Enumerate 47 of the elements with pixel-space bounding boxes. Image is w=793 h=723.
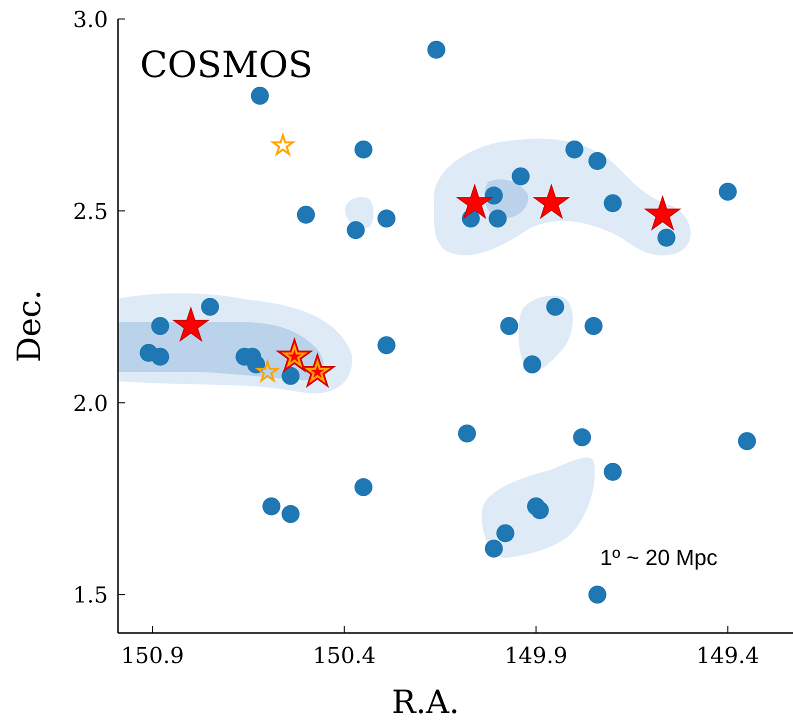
point bbox=[588, 586, 606, 604]
point bbox=[604, 194, 622, 212]
point bbox=[377, 210, 396, 228]
annotation: 1º ~ 20 Mpc bbox=[600, 545, 718, 570]
x-tick-label: 150.9 bbox=[121, 644, 184, 669]
x-axis-title: R.A. bbox=[392, 683, 460, 721]
annotation: COSMOS bbox=[140, 45, 313, 86]
point bbox=[512, 167, 530, 186]
x-tick-label: 150.4 bbox=[312, 644, 376, 669]
point bbox=[500, 317, 518, 335]
point bbox=[488, 210, 507, 228]
point bbox=[377, 336, 396, 354]
point bbox=[738, 432, 756, 450]
point bbox=[151, 348, 170, 366]
x-tick-label: 149.9 bbox=[504, 644, 568, 669]
point bbox=[201, 298, 220, 316]
point bbox=[296, 206, 315, 224]
y-tick-label: 2.5 bbox=[73, 200, 108, 225]
point bbox=[546, 298, 564, 316]
x-tick-label: 149.4 bbox=[696, 644, 760, 669]
point bbox=[458, 424, 476, 442]
point bbox=[247, 355, 266, 374]
point bbox=[250, 86, 269, 105]
point bbox=[565, 140, 584, 158]
point bbox=[718, 182, 737, 201]
y-tick-label: 1.5 bbox=[73, 584, 108, 609]
point bbox=[588, 152, 606, 170]
y-tick-label: 2.0 bbox=[73, 392, 108, 417]
point bbox=[346, 221, 365, 240]
point bbox=[151, 317, 170, 335]
point bbox=[262, 497, 280, 516]
point bbox=[604, 462, 622, 481]
y-tick-label: 3.0 bbox=[73, 8, 108, 33]
point bbox=[657, 228, 676, 247]
point bbox=[427, 40, 446, 59]
point bbox=[584, 317, 603, 335]
point bbox=[354, 140, 372, 158]
point bbox=[496, 524, 514, 542]
point bbox=[573, 428, 592, 446]
point bbox=[484, 540, 503, 558]
point bbox=[282, 366, 300, 385]
point bbox=[530, 501, 549, 520]
y-axis-title: Dec. bbox=[10, 290, 48, 362]
point bbox=[354, 478, 372, 496]
point bbox=[523, 355, 542, 374]
point bbox=[484, 186, 503, 205]
point bbox=[282, 505, 300, 524]
